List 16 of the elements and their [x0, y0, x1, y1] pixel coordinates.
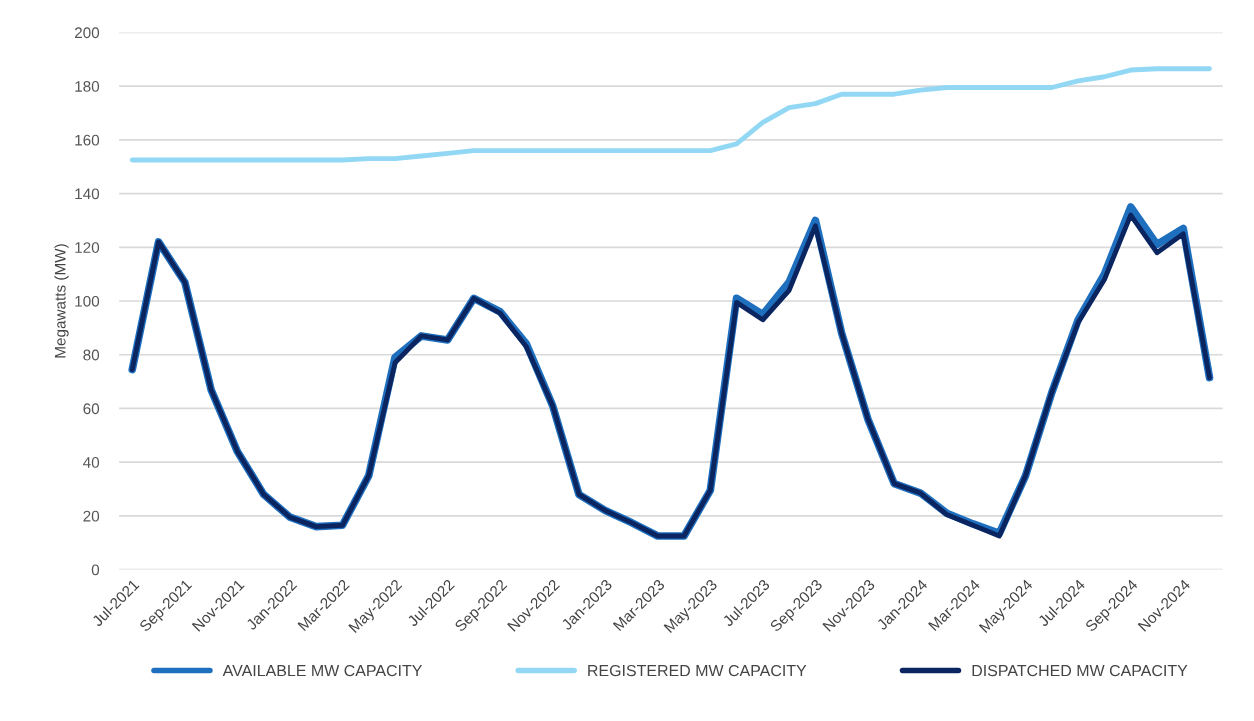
legend-label: AVAILABLE MW CAPACITY: [222, 664, 423, 677]
legend-label: DISPATCHED MW CAPACITY: [972, 664, 1188, 677]
y-tick-label: 160: [75, 134, 100, 146]
y-tick-label: 60: [83, 403, 100, 415]
legend-label: REGISTERED MW CAPACITY: [588, 664, 807, 677]
y-tick-label: 180: [75, 81, 100, 92]
y-tick-label: 100: [75, 295, 100, 307]
y-tick-label: 140: [75, 188, 100, 200]
y-tick-label: 80: [83, 349, 100, 361]
y-tick-label: 40: [83, 457, 100, 468]
y-tick-label: 20: [83, 510, 100, 522]
y-tick-label: 200: [74, 27, 100, 39]
y-tick-label: 120: [75, 242, 100, 253]
y-axis-title: Megawatts (MW): [54, 244, 69, 358]
y-tick-label: 0: [91, 564, 100, 576]
line-series: [129, 66, 1212, 163]
